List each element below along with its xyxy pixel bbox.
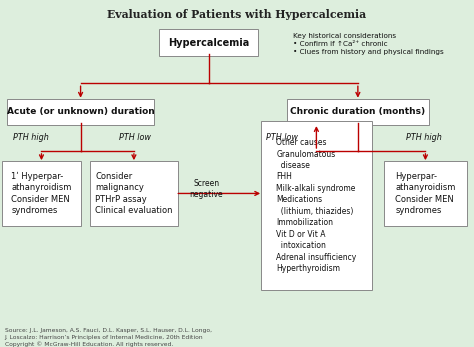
FancyBboxPatch shape bbox=[2, 161, 81, 226]
Text: PTH low: PTH low bbox=[119, 133, 151, 142]
Text: Hypercalcemia: Hypercalcemia bbox=[168, 37, 249, 48]
Text: Acute (or unknown) duration: Acute (or unknown) duration bbox=[7, 108, 155, 116]
Text: Key historical considerations
• Confirm if ↑Ca²⁺ chronic
• Clues from history an: Key historical considerations • Confirm … bbox=[293, 33, 444, 55]
Text: PTH high: PTH high bbox=[13, 133, 49, 142]
Text: PTH high: PTH high bbox=[406, 133, 442, 142]
Text: PTH low: PTH low bbox=[266, 133, 298, 142]
Text: Hyperpar-
athanyroidism
Consider MEN
syndromes: Hyperpar- athanyroidism Consider MEN syn… bbox=[395, 172, 456, 215]
FancyBboxPatch shape bbox=[384, 161, 467, 226]
Text: Other causes
Granulomatous
  disease
FHH
Milk-alkali syndrome
Medications
  (lit: Other causes Granulomatous disease FHH M… bbox=[276, 138, 356, 273]
FancyBboxPatch shape bbox=[287, 99, 429, 125]
Text: Consider
malignancy
PTHrP assay
Clinical evaluation: Consider malignancy PTHrP assay Clinical… bbox=[95, 172, 173, 215]
FancyBboxPatch shape bbox=[90, 161, 178, 226]
FancyBboxPatch shape bbox=[159, 29, 258, 56]
Text: Screen
negative: Screen negative bbox=[190, 179, 223, 199]
Text: Source: J.L. Jameson, A.S. Fauci, D.L. Kasper, S.L. Hauser, D.L. Longo,
J. Losca: Source: J.L. Jameson, A.S. Fauci, D.L. K… bbox=[5, 328, 212, 347]
Text: Chronic duration (months): Chronic duration (months) bbox=[290, 108, 426, 116]
FancyBboxPatch shape bbox=[7, 99, 154, 125]
Text: Evaluation of Patients with Hypercalcemia: Evaluation of Patients with Hypercalcemi… bbox=[108, 9, 366, 20]
FancyBboxPatch shape bbox=[261, 121, 372, 290]
Text: 1ʹ Hyperpar-
athanyroidism
Consider MEN
syndromes: 1ʹ Hyperpar- athanyroidism Consider MEN … bbox=[11, 172, 72, 215]
